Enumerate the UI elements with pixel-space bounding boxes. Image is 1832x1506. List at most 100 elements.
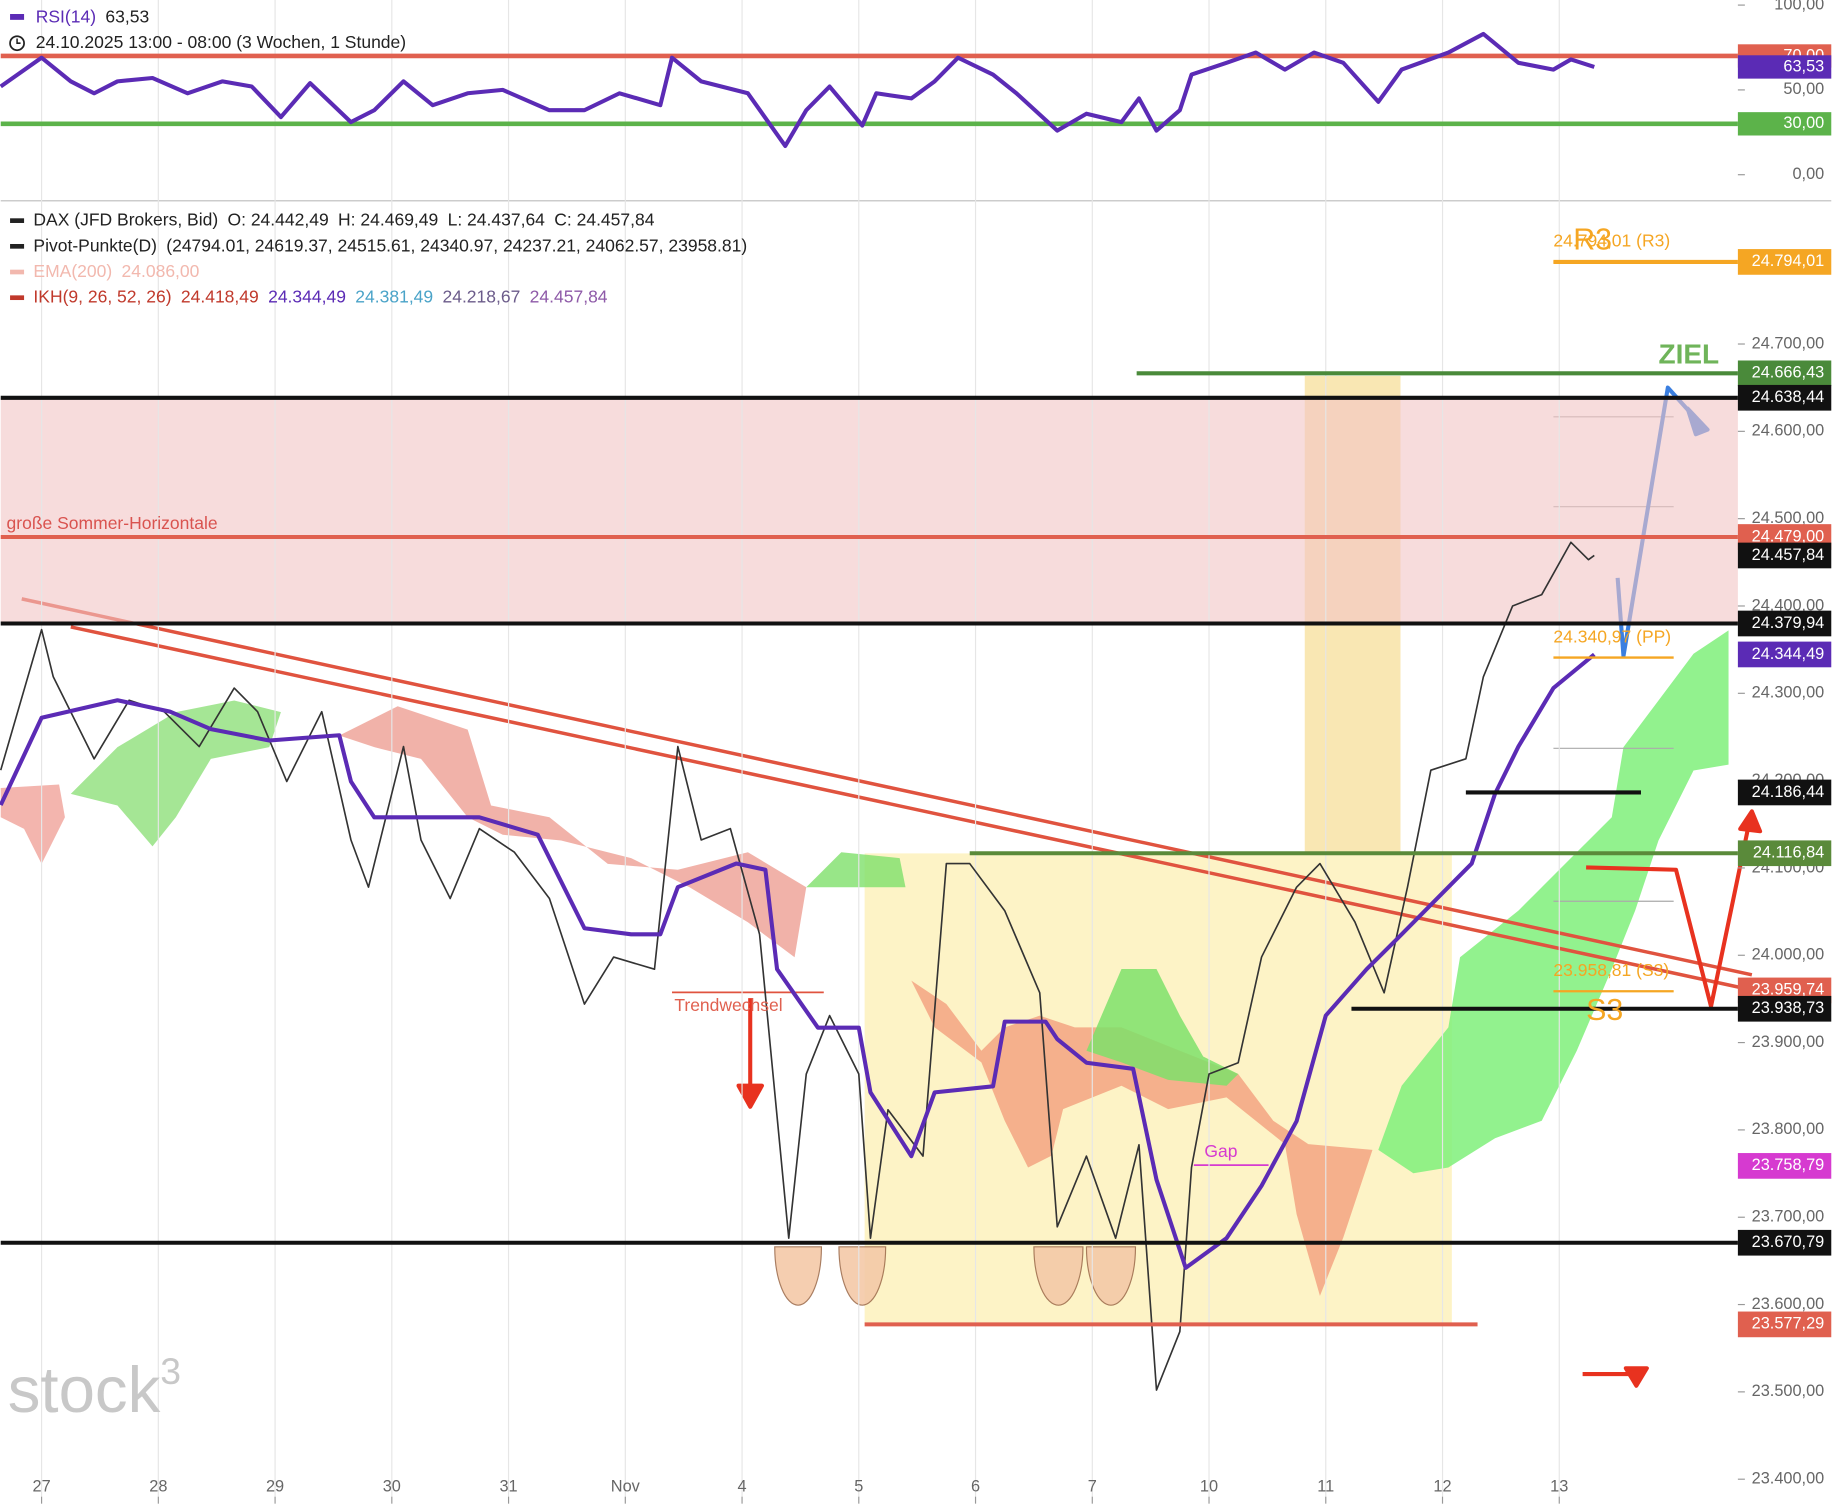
legend-item: IKH(9, 26, 52, 26): [33, 286, 171, 306]
price-label: 23.758,79: [1752, 1156, 1825, 1174]
kijun-line: [0, 652, 1596, 1270]
x-tick-label: 30: [383, 1478, 401, 1496]
cloud: [70, 700, 281, 847]
watermark-sup: 3: [160, 1350, 181, 1392]
legend-item: Pivot-Punkte(D): [33, 235, 157, 255]
price-label: 24.186,44: [1752, 783, 1825, 801]
pivot-big-label: R3: [1573, 224, 1612, 257]
price-label-box: [1737, 249, 1832, 275]
legend-item: 24.381,49: [355, 286, 433, 306]
rsi-subtitle: 24.10.2025 13:00 - 08:00 (3 Wochen, 1 St…: [36, 32, 406, 52]
rsi-legend: RSI(14) 63,53: [36, 6, 149, 26]
target-label: ZIEL: [1658, 338, 1719, 369]
legend-row: DAX (JFD Brokers, Bid) O: 24.442,49 H: 24.…: [33, 209, 654, 229]
price-label: 23.670,79: [1752, 1233, 1825, 1251]
legend-item: C: 24.457,84: [554, 209, 654, 229]
rsi-line: [0, 31, 1595, 148]
x-tick-label: 13: [1550, 1478, 1568, 1496]
price-label-box: [1737, 55, 1832, 79]
price-label: 23.938,73: [1752, 999, 1825, 1017]
legend-item: 24.457,84: [530, 286, 608, 306]
trend-label: Trendwechsel: [674, 995, 782, 1015]
legend-item: 24.344,49: [268, 286, 346, 306]
price-label-box: [1737, 360, 1832, 387]
y-tick-label: 23.600,00: [1752, 1295, 1825, 1313]
pivot-label: 23.958,81 (S3): [1553, 960, 1669, 980]
watermark-text: stock: [8, 1353, 161, 1426]
price-label: 30,00: [1783, 114, 1824, 132]
x-tick-label: 27: [33, 1478, 51, 1496]
price-label-box: [1737, 610, 1832, 637]
y-tick-label: 50,00: [1783, 80, 1824, 98]
pivot-big-label: S3: [1586, 994, 1623, 1027]
price-label: 23.577,29: [1752, 1315, 1825, 1333]
price-label: 24.344,49: [1752, 645, 1825, 663]
price-label-box: [1737, 542, 1832, 569]
price-label-box: [1737, 779, 1832, 806]
double-bottom-marker: [774, 1246, 1137, 1306]
legend-item: EMA(200): [33, 261, 112, 281]
legend-item: L: 24.437,64: [448, 209, 546, 229]
x-tick-label: 28: [149, 1478, 167, 1496]
x-tick-label: 12: [1433, 1478, 1451, 1496]
cloud: [911, 980, 1373, 1296]
x-tick-label: 4: [738, 1478, 747, 1496]
price-label: 23.959,74: [1752, 981, 1825, 999]
x-tick-label: 5: [854, 1478, 863, 1496]
arrowhead: [1738, 809, 1763, 834]
trendline: [70, 625, 1753, 992]
pivot-label: 24.794,01 (R3): [1553, 231, 1670, 251]
cloud: [339, 706, 807, 958]
arrowhead: [736, 1083, 764, 1109]
y-tick-label: 23.500,00: [1752, 1382, 1825, 1400]
price-label: 24.666,43: [1752, 364, 1825, 382]
cloud: [0, 784, 65, 864]
arrow: [1586, 826, 1751, 1009]
cloud: [1086, 968, 1239, 1086]
legend-swatch: [10, 243, 25, 249]
legend-name: RSI(14): [36, 6, 96, 26]
price-label-box: [1737, 1311, 1832, 1338]
legend-value: 63,53: [105, 6, 149, 26]
y-tick-label: 23.800,00: [1752, 1120, 1825, 1138]
x-tick-label: Nov: [611, 1478, 641, 1496]
y-tick-label: 24.600,00: [1752, 422, 1825, 440]
legend-row: IKH(9, 26, 52, 26) 24.418,49 24.344,49 24.3…: [33, 286, 607, 306]
legend-item: 24.086,00: [122, 261, 200, 281]
price-label: 63,53: [1783, 57, 1824, 75]
clock-icon: [9, 35, 25, 52]
y-tick-label: 24.400,00: [1752, 596, 1825, 614]
legend-item: 24.218,67: [442, 286, 520, 306]
price-label: 24.479,00: [1752, 527, 1825, 545]
y-tick-label: 23.700,00: [1752, 1208, 1825, 1226]
price-label-box: [1737, 995, 1832, 1022]
resistance-zone: [0, 397, 1738, 624]
x-tick-label: 6: [971, 1478, 980, 1496]
legend-row: EMA(200) 24.086,00: [33, 261, 199, 281]
price-label-box: [1737, 384, 1832, 411]
arrowhead: [1623, 1366, 1649, 1388]
price-label-box: [1737, 1153, 1832, 1179]
y-tick-label: 24.000,00: [1752, 946, 1825, 964]
legend-swatch: [10, 295, 25, 301]
x-tick-label: 7: [1088, 1478, 1097, 1496]
legend-swatch: [10, 218, 25, 223]
y-tick-label: 100,00: [1774, 0, 1824, 13]
price-label-box: [1737, 112, 1832, 136]
y-tick-label: 24.700,00: [1752, 334, 1825, 352]
price-label: 24.379,94: [1752, 614, 1825, 632]
price-label: 24.794,01: [1752, 252, 1825, 270]
legend-item: (24794.01, 24619.37, 24515.61, 24340.97,…: [166, 235, 747, 255]
x-tick-label: 11: [1317, 1478, 1334, 1496]
zone-label: große Sommer-Horizontale: [7, 513, 218, 533]
clock-icon: [16, 38, 21, 44]
gap-label: Gap: [1204, 1141, 1237, 1161]
legend-row: Pivot-Punkte(D) (24794.01, 24619.37, 2451…: [33, 235, 747, 255]
watermark: stock3: [8, 1350, 181, 1426]
price-line: [0, 541, 1595, 1391]
legend-item: H: 24.469,49: [338, 209, 438, 229]
x-tick-label: 10: [1200, 1478, 1218, 1496]
arrow: [1582, 1372, 1637, 1382]
